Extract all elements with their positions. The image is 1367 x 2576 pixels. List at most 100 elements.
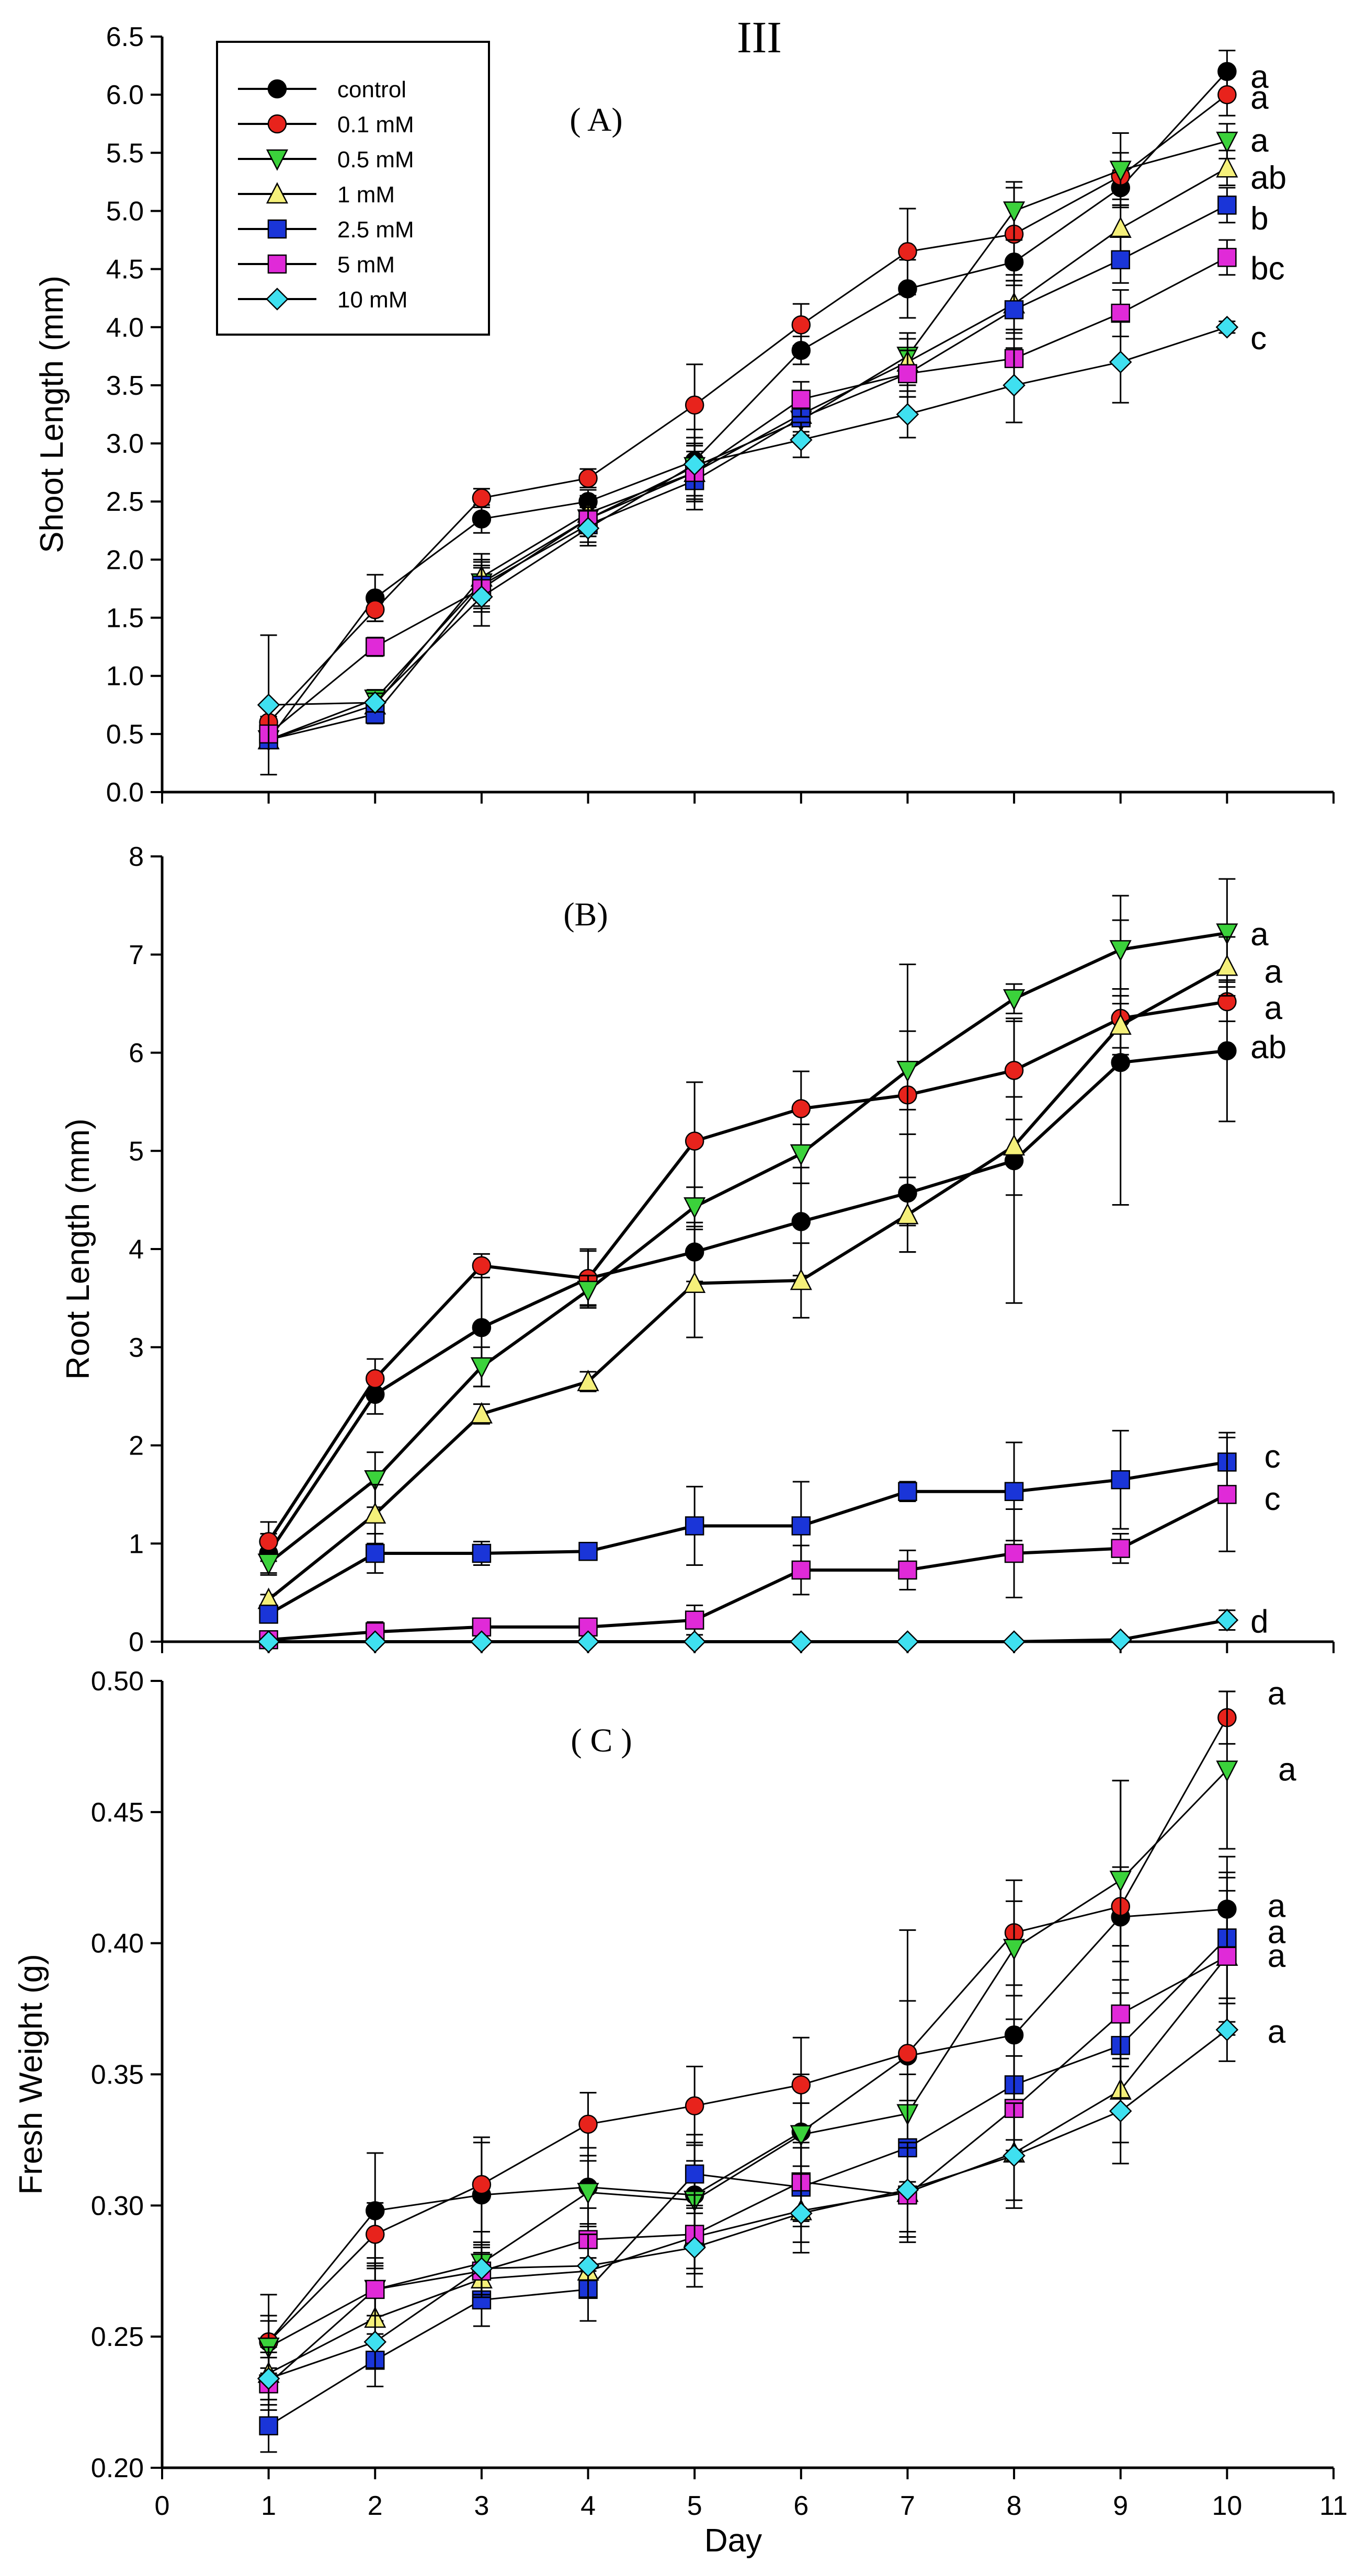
legend-marker — [267, 79, 287, 99]
data-point — [790, 1144, 812, 1166]
y-tick-label: 6.0 — [106, 80, 144, 110]
y-tick-label: 0.20 — [91, 2453, 144, 2483]
panel-label: (B) — [563, 896, 608, 933]
series-line — [267, 1000, 1227, 1543]
data-point — [1109, 1013, 1132, 1035]
series-5-mM — [259, 1890, 1237, 2411]
significance-label: a — [1278, 1752, 1296, 1788]
y-tick-label: 0.5 — [106, 719, 144, 750]
significance-label: a — [1268, 1888, 1286, 1924]
series-line — [268, 1955, 1228, 2374]
data-point — [1003, 989, 1026, 1011]
data-point — [577, 2183, 599, 2204]
x-tick-label: 6 — [793, 2491, 808, 2521]
legend-label: 1 mM — [337, 182, 395, 208]
legend-label: 2.5 mM — [337, 217, 414, 243]
legend-entry: 1 mM — [238, 182, 395, 208]
data-point — [1109, 350, 1132, 374]
series-line — [268, 167, 1228, 741]
data-point — [790, 428, 813, 452]
series-10-mM — [257, 1997, 1239, 2406]
data-point — [470, 1402, 493, 1424]
significance-label: a — [1250, 80, 1269, 116]
data-point — [363, 1630, 387, 1653]
data-point — [472, 509, 492, 529]
y-tick-label: 4.5 — [106, 255, 144, 285]
data-point — [791, 1212, 811, 1231]
y-tick-label: 0.25 — [91, 2322, 144, 2352]
significance-label: a — [1250, 59, 1269, 95]
series-line — [268, 71, 1228, 740]
y-tick-label: 0.35 — [91, 2060, 144, 2090]
data-point — [791, 390, 811, 409]
x-tick-label: 5 — [687, 2491, 702, 2521]
data-point — [790, 2125, 812, 2147]
y-tick-label: 1.5 — [106, 603, 144, 634]
data-point — [576, 517, 600, 540]
data-point — [366, 637, 385, 657]
series-line — [268, 1955, 1228, 2385]
data-point — [364, 1502, 386, 1524]
legend-label: 5 mM — [337, 252, 395, 278]
significance-label: a — [1265, 954, 1283, 990]
data-point — [472, 1318, 492, 1337]
data-point — [470, 585, 493, 609]
legend-marker — [266, 149, 289, 171]
series-5-mM — [259, 1436, 1237, 1650]
y-tick-label: 2 — [129, 1431, 144, 1461]
y-tick-label: 6.5 — [106, 22, 144, 52]
significance-label: a — [1250, 917, 1269, 953]
data-point — [366, 600, 385, 620]
data-point — [791, 408, 811, 428]
significance-label: bc — [1250, 251, 1284, 287]
legend-marker — [267, 114, 287, 134]
data-point — [684, 1271, 706, 1293]
series-line — [268, 1460, 1227, 1616]
data-point — [366, 2280, 385, 2299]
data-point — [790, 2202, 813, 2225]
data-point — [683, 2236, 706, 2259]
data-point — [472, 488, 492, 508]
series-line — [268, 1908, 1227, 2343]
data-point — [790, 1268, 812, 1290]
data-point — [1217, 248, 1237, 267]
data-point — [898, 242, 917, 261]
data-point — [1109, 940, 1132, 962]
data-point — [896, 1061, 919, 1083]
data-point — [898, 364, 917, 383]
data-point — [896, 2178, 919, 2202]
series-line — [267, 965, 1228, 1601]
data-point — [1215, 1608, 1239, 1632]
data-point — [1109, 1871, 1132, 1893]
data-point — [685, 1610, 704, 1630]
significance-label: a — [1265, 990, 1283, 1026]
series-control — [259, 919, 1237, 1574]
data-point — [1215, 316, 1239, 339]
significance-label: a — [1268, 1676, 1286, 1712]
data-point — [259, 1605, 278, 1624]
series-control — [259, 1780, 1237, 2390]
data-point — [791, 2075, 811, 2094]
legend-marker — [266, 182, 289, 204]
data-point — [1217, 196, 1237, 215]
data-point — [578, 468, 598, 488]
legend-label: 10 mM — [337, 287, 407, 313]
series-line — [268, 94, 1228, 723]
data-point — [363, 691, 387, 714]
x-tick-label: 8 — [1007, 2491, 1022, 2521]
data-point — [1111, 1053, 1130, 1072]
data-point — [1109, 2099, 1132, 2123]
legend-entry: 5 mM — [238, 252, 395, 278]
y-tick-label: 0 — [129, 1627, 144, 1657]
legend-entry: 0.5 mM — [238, 147, 414, 173]
y-tick-label: 8 — [129, 842, 144, 872]
y-tick-label: 0.0 — [106, 777, 144, 808]
legend-label: 0.1 mM — [337, 112, 414, 138]
data-point — [683, 453, 706, 476]
significance-label: c — [1265, 1481, 1281, 1517]
panel-a: 0.0 0.5 1.0 1.5 2.0 2.5 3.0 3.5 4.0 4.5 5.0 5.5 6.0 6… — [34, 22, 1335, 808]
data-point — [896, 1203, 919, 1224]
data-point — [683, 1630, 706, 1653]
